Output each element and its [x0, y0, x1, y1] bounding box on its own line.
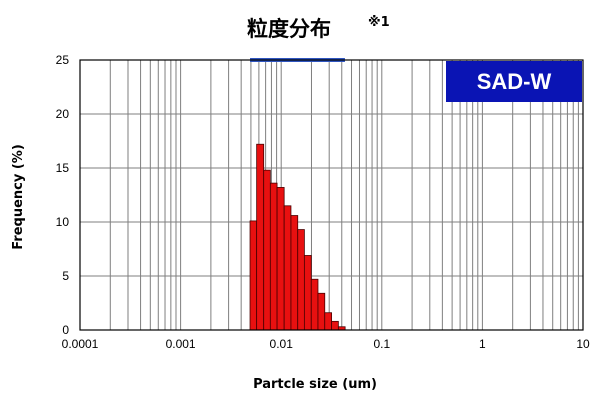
- y-axis-ticks: 0 5 10 15 20 25: [56, 53, 70, 337]
- y-tick-label: 15: [56, 161, 70, 175]
- plot-area: [80, 60, 583, 330]
- histogram-bar-11: [317, 292, 326, 331]
- sample-badge-label: SAD-W: [477, 69, 552, 94]
- y-tick-label: 10: [56, 215, 70, 229]
- chart-title: 粒度分布: [247, 17, 331, 41]
- histogram-bar-13: [331, 320, 339, 331]
- x-tick-label: 1: [479, 337, 486, 351]
- histogram-bar-6: [283, 205, 292, 331]
- x-tick-label: 10: [576, 337, 590, 351]
- histogram-bar-4: [269, 182, 278, 331]
- x-axis-ticks: 0.0001 0.001 0.01 0.1 1 10: [62, 337, 590, 351]
- y-tick-label: 0: [62, 323, 69, 337]
- histogram-bar-9: [303, 255, 312, 331]
- histogram-bar-5: [276, 187, 285, 331]
- histogram-bar-10: [310, 278, 319, 331]
- chart-title-note: ※1: [368, 15, 390, 30]
- histogram-bar-1: [249, 220, 258, 331]
- x-tick-label: 0.01: [270, 337, 294, 351]
- histogram-bar-7: [290, 215, 299, 331]
- plot-border: [79, 59, 584, 331]
- histogram-bar-3: [263, 169, 271, 331]
- y-axis-title: Frequency (%): [11, 144, 26, 250]
- y-tick-label: 20: [56, 107, 70, 121]
- x-tick-label: 0.0001: [62, 337, 99, 351]
- sample-badge: [446, 61, 582, 102]
- y-tick-label: 5: [62, 269, 69, 283]
- x-tick-label: 0.1: [373, 337, 390, 351]
- histogram-bar-8: [297, 229, 305, 331]
- x-axis-title: Partcle size (um): [253, 377, 377, 392]
- histogram-bar-12: [324, 312, 333, 331]
- x-tick-label: 0.001: [166, 337, 196, 351]
- y-tick-label: 25: [56, 53, 70, 67]
- grid-lines: [80, 60, 583, 330]
- histogram-bars: [249, 143, 346, 331]
- histogram-bar-2: [256, 143, 265, 331]
